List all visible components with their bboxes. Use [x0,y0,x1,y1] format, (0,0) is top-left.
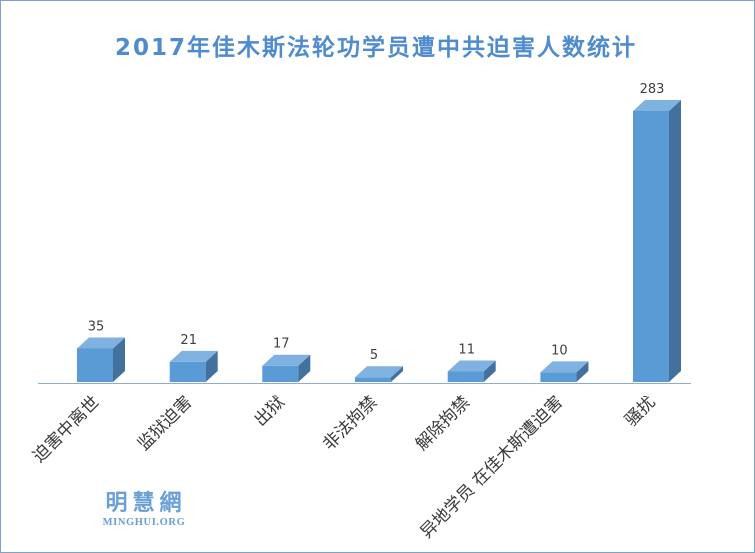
bar-7-front-face [633,111,669,382]
bar-5 [447,360,496,382]
bar-1-front-face [77,348,113,382]
data-label-6: 10 [551,343,568,358]
bar-5-front-face [447,371,484,382]
bar-7-top-face [633,100,681,111]
bar-7-side-face [669,100,681,382]
bar-5-side-face [483,360,496,382]
bar-4-side-face [391,366,403,382]
bar-6-top-face [540,361,589,373]
data-label-3: 17 [273,337,290,352]
logo-site: MINGHUI.ORG [103,517,186,528]
bar-3 [262,354,311,382]
bar-6-front-face [540,372,577,382]
bar-6 [540,361,589,382]
chart-title: 2017年佳木斯法轮功学员遭中共迫害人数统计 [115,34,637,61]
bar-3-side-face [298,354,311,382]
bar-3-top-face [262,354,311,366]
bar-4-top-face [355,366,403,378]
data-label-7: 283 [640,82,665,97]
bar-6-side-face [576,361,589,382]
bar-4-front-face [355,377,391,382]
bar-2 [169,350,218,382]
bar-2-side-face [205,350,218,382]
logo: 明慧網 MINGHUI.ORG [103,490,186,528]
data-label-4: 5 [370,348,378,363]
data-labels: 35 21 17 5 11 10 283 [88,82,665,363]
bar-7 [633,100,681,382]
bar-2-front-face [169,361,206,382]
bar-4 [355,366,403,382]
data-label-5: 11 [458,343,475,358]
bar-5-top-face [447,360,496,372]
data-label-1: 35 [88,320,105,335]
bar-1-top-face [77,337,125,349]
data-label-2: 21 [180,333,197,348]
bars [77,100,681,382]
logo-name: 明慧網 [105,490,186,516]
bar-2-top-face [169,350,218,362]
bar-3-front-face [262,365,299,382]
bar-1 [77,337,125,382]
bar-1-side-face [113,337,125,382]
